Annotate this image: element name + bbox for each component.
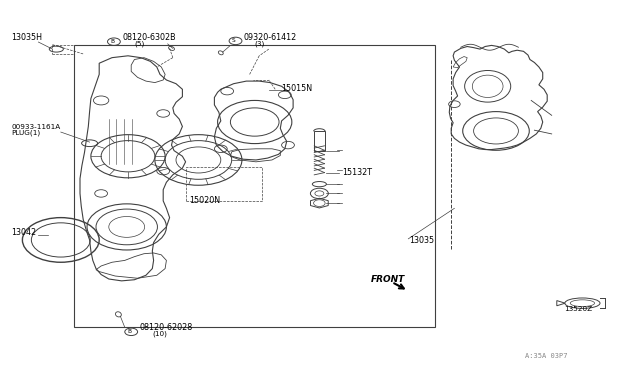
Bar bbox=[74, 45, 435, 327]
Text: S: S bbox=[232, 38, 236, 44]
Text: 15020N: 15020N bbox=[189, 196, 220, 205]
Text: 09320-61412: 09320-61412 bbox=[244, 33, 297, 42]
Text: 13520Z: 13520Z bbox=[564, 307, 593, 312]
Text: (10): (10) bbox=[152, 331, 167, 337]
Text: B: B bbox=[127, 329, 131, 334]
Text: 08120-62028: 08120-62028 bbox=[140, 323, 193, 332]
Text: B: B bbox=[110, 39, 114, 44]
Text: 15015N: 15015N bbox=[282, 84, 313, 93]
Bar bbox=[314, 131, 325, 151]
Text: FRONT: FRONT bbox=[371, 275, 406, 283]
Text: (5): (5) bbox=[134, 41, 145, 47]
Text: 13035: 13035 bbox=[410, 235, 435, 244]
Text: (3): (3) bbox=[255, 41, 265, 47]
Text: 13035H: 13035H bbox=[12, 33, 42, 42]
Text: A:35A 03P7: A:35A 03P7 bbox=[525, 353, 567, 359]
Text: 08120-6302B: 08120-6302B bbox=[122, 33, 176, 42]
Bar bbox=[186, 167, 262, 201]
Text: 13042: 13042 bbox=[12, 228, 36, 237]
Text: 00933-1161A: 00933-1161A bbox=[12, 125, 61, 131]
Text: PLUG(1): PLUG(1) bbox=[12, 130, 41, 136]
Text: 15132T: 15132T bbox=[342, 168, 372, 177]
